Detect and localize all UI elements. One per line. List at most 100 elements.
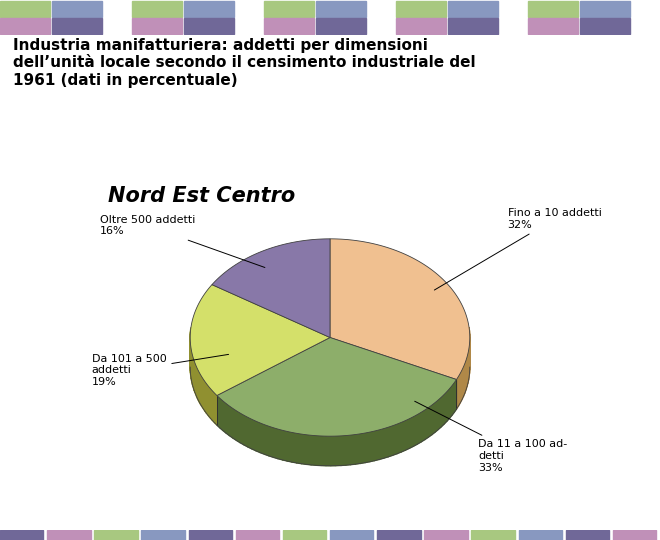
Polygon shape bbox=[449, 386, 452, 418]
Polygon shape bbox=[428, 405, 432, 437]
Polygon shape bbox=[463, 364, 465, 396]
Bar bbox=[330, 530, 374, 540]
Bar bbox=[283, 530, 326, 540]
Polygon shape bbox=[306, 435, 312, 465]
Polygon shape bbox=[223, 401, 226, 433]
Polygon shape bbox=[211, 389, 212, 420]
Text: Industria manifatturiera: addetti per dimensioni
dell’unità locale secondo il ce: Industria manifatturiera: addetti per di… bbox=[13, 38, 476, 87]
Polygon shape bbox=[405, 418, 409, 450]
Polygon shape bbox=[265, 425, 269, 456]
Polygon shape bbox=[383, 427, 388, 458]
Text: Nord Est Centro: Nord Est Centro bbox=[108, 186, 295, 206]
Polygon shape bbox=[379, 429, 383, 460]
Polygon shape bbox=[370, 431, 374, 462]
Bar bbox=[51, 18, 102, 33]
Bar bbox=[0, 2, 50, 17]
Bar bbox=[315, 2, 366, 17]
Bar bbox=[0, 18, 50, 33]
Polygon shape bbox=[252, 420, 256, 451]
Polygon shape bbox=[447, 389, 449, 421]
Polygon shape bbox=[204, 380, 205, 411]
Polygon shape bbox=[274, 428, 278, 458]
Polygon shape bbox=[201, 376, 203, 408]
Polygon shape bbox=[190, 285, 330, 395]
Polygon shape bbox=[207, 383, 208, 415]
Bar bbox=[396, 2, 446, 17]
Polygon shape bbox=[196, 365, 197, 397]
Polygon shape bbox=[233, 409, 237, 441]
Bar bbox=[183, 2, 234, 17]
Polygon shape bbox=[212, 239, 330, 338]
Polygon shape bbox=[350, 435, 355, 465]
Polygon shape bbox=[326, 436, 331, 466]
Polygon shape bbox=[237, 411, 240, 443]
Polygon shape bbox=[466, 357, 467, 390]
Polygon shape bbox=[269, 426, 274, 457]
Polygon shape bbox=[374, 430, 379, 461]
Polygon shape bbox=[297, 434, 302, 464]
Bar bbox=[528, 18, 578, 33]
Polygon shape bbox=[459, 373, 460, 406]
Polygon shape bbox=[424, 408, 428, 440]
Bar bbox=[132, 2, 182, 17]
Polygon shape bbox=[312, 435, 316, 465]
Polygon shape bbox=[287, 431, 292, 462]
Polygon shape bbox=[278, 429, 282, 460]
Bar bbox=[264, 2, 314, 17]
Bar bbox=[0, 530, 44, 540]
Polygon shape bbox=[292, 433, 297, 463]
Bar bbox=[94, 530, 138, 540]
Polygon shape bbox=[401, 421, 405, 452]
Polygon shape bbox=[388, 426, 393, 457]
Polygon shape bbox=[432, 403, 435, 435]
Polygon shape bbox=[302, 434, 306, 464]
Bar bbox=[189, 530, 232, 540]
Bar bbox=[47, 530, 90, 540]
Polygon shape bbox=[209, 387, 211, 419]
Polygon shape bbox=[226, 403, 230, 436]
Text: Fino a 10 addetti
32%: Fino a 10 addetti 32% bbox=[434, 208, 601, 290]
Polygon shape bbox=[195, 363, 196, 395]
Bar bbox=[448, 18, 498, 33]
Bar bbox=[424, 530, 468, 540]
Polygon shape bbox=[205, 382, 207, 413]
Bar bbox=[528, 2, 578, 17]
Polygon shape bbox=[468, 350, 469, 383]
Polygon shape bbox=[452, 383, 454, 415]
Text: Da 11 a 100 ad-
detti
33%: Da 11 a 100 ad- detti 33% bbox=[414, 401, 567, 472]
Polygon shape bbox=[203, 379, 204, 410]
Bar bbox=[613, 530, 656, 540]
Polygon shape bbox=[421, 410, 424, 442]
Polygon shape bbox=[444, 392, 447, 424]
Polygon shape bbox=[244, 415, 248, 447]
Polygon shape bbox=[217, 395, 220, 428]
Polygon shape bbox=[465, 361, 466, 393]
Bar bbox=[51, 2, 102, 17]
Text: Da 101 a 500
addetti
19%: Da 101 a 500 addetti 19% bbox=[92, 354, 228, 387]
Bar bbox=[471, 530, 515, 540]
Polygon shape bbox=[220, 399, 223, 430]
Polygon shape bbox=[217, 338, 457, 436]
Polygon shape bbox=[365, 432, 370, 463]
Bar bbox=[566, 530, 609, 540]
Polygon shape bbox=[393, 424, 397, 455]
Bar bbox=[315, 18, 366, 33]
Polygon shape bbox=[467, 354, 468, 387]
Polygon shape bbox=[194, 361, 195, 393]
Bar bbox=[236, 530, 279, 540]
Polygon shape bbox=[230, 406, 233, 438]
Polygon shape bbox=[442, 395, 444, 427]
Polygon shape bbox=[214, 392, 215, 423]
Bar bbox=[183, 18, 234, 33]
Polygon shape bbox=[330, 239, 470, 380]
Polygon shape bbox=[321, 436, 326, 465]
Polygon shape bbox=[435, 400, 438, 432]
Polygon shape bbox=[454, 380, 457, 412]
Polygon shape bbox=[397, 422, 401, 454]
Polygon shape bbox=[336, 436, 341, 465]
Bar bbox=[448, 2, 498, 17]
Bar bbox=[580, 2, 630, 17]
Polygon shape bbox=[331, 436, 336, 466]
Polygon shape bbox=[197, 369, 199, 401]
Bar bbox=[264, 18, 314, 33]
